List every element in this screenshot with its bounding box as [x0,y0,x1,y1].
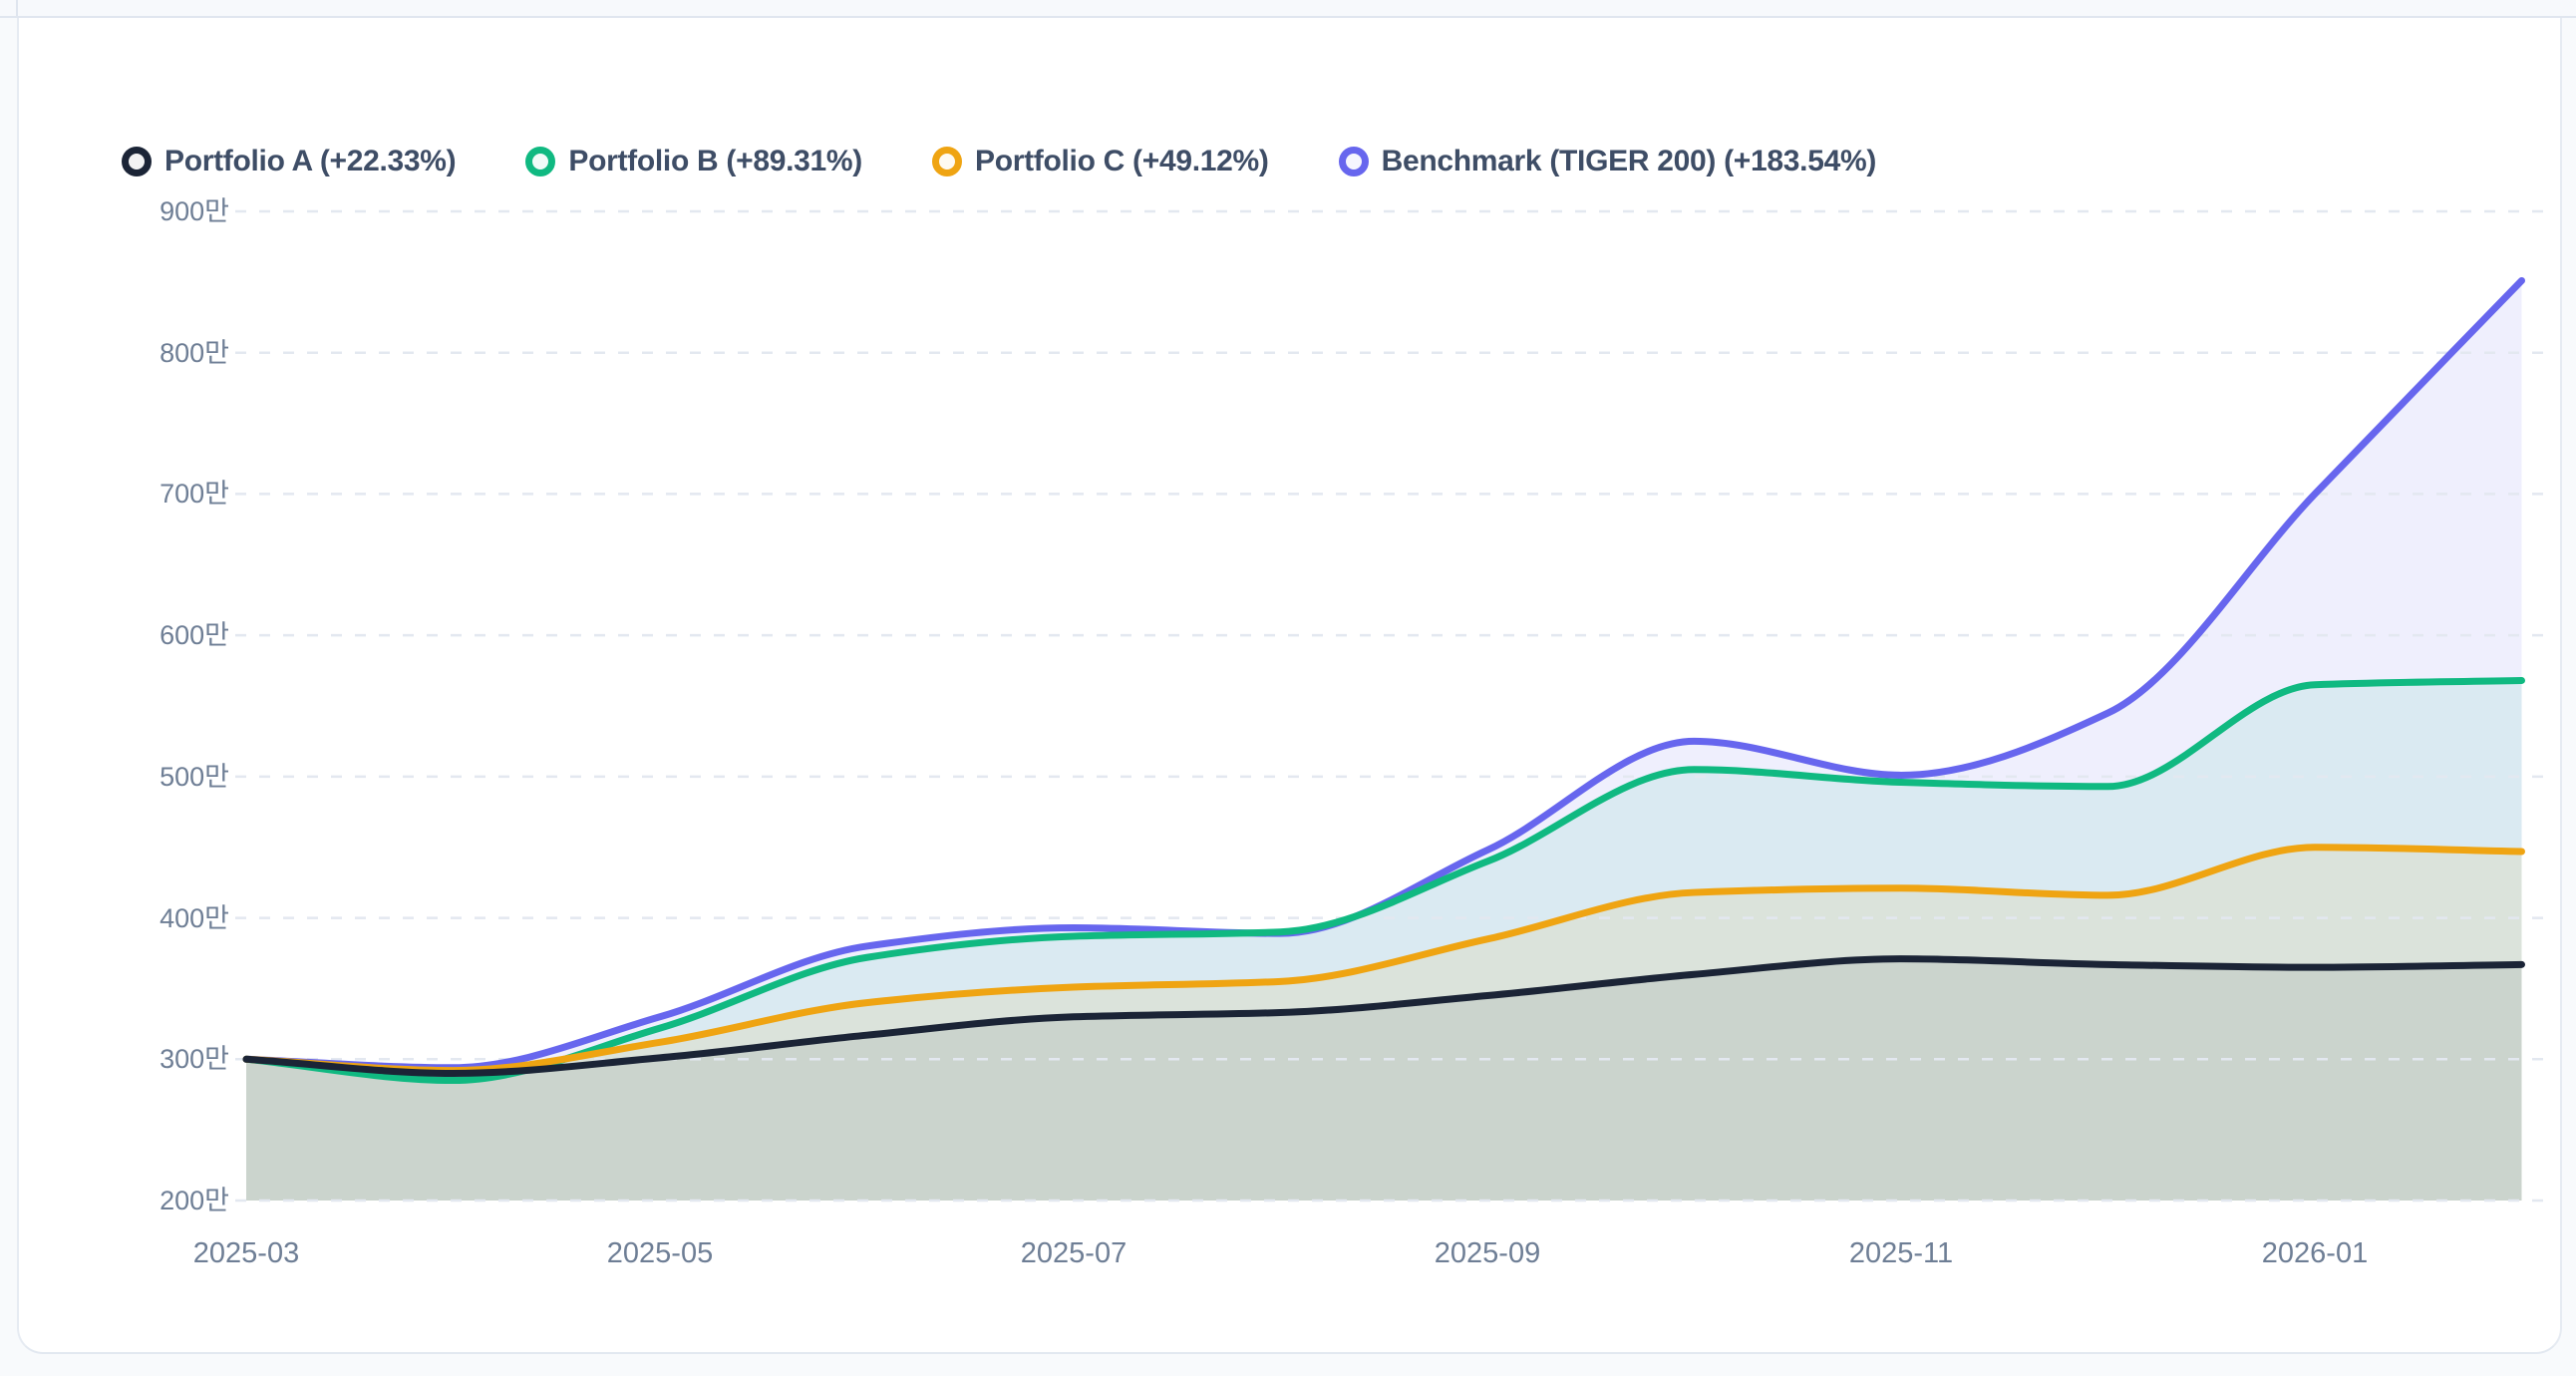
portfolio-a-marker-icon [122,147,152,176]
y-axis-tick-200: 200만 [160,1186,229,1215]
legend-label-benchmark: Benchmark (TIGER 200) (+183.54%) [1381,145,1877,177]
portfolio-b-marker-icon [525,147,556,176]
portfolio-c-marker-icon [931,147,962,176]
series-line-benchmark [242,276,2525,1072]
series-line-portfolio-c [242,844,2525,1075]
y-axis-tick-700: 700만 [160,479,229,510]
top-divider [0,0,2576,18]
series-line-portfolio-a [242,955,2525,1077]
chart-card [17,18,2562,1354]
chart-legend: Portfolio A (+22.33%) Portfolio B (+89.3… [122,140,1876,183]
series-area-portfolio-c [246,847,2522,1201]
x-axis-tick-2025-05: 2025-05 [606,1237,714,1269]
legend-label-portfolio-c: Portfolio C (+49.12%) [974,145,1269,177]
legend-item-portfolio-c[interactable]: Portfolio C (+49.12%) [931,145,1269,178]
series-area-portfolio-b [246,680,2522,1201]
y-axis-tick-900: 900만 [160,196,229,226]
x-axis-tick-2025-07: 2025-07 [1020,1237,1127,1269]
benchmark-marker-icon [1338,147,1369,176]
series-area-portfolio-a [246,958,2522,1201]
legend-label-portfolio-b: Portfolio B (+89.31%) [568,145,862,177]
x-axis-tick-2025-09: 2025-09 [1434,1237,1541,1269]
legend-label-portfolio-a: Portfolio A (+22.33%) [164,145,457,177]
y-axis-tick-800: 800만 [160,337,229,368]
y-axis-tick-300: 300만 [160,1044,229,1075]
x-axis-tick-2025-03: 2025-03 [192,1237,300,1269]
x-axis-tick-2025-11: 2025-11 [1848,1237,1954,1269]
legend-item-benchmark[interactable]: Benchmark (TIGER 200) (+183.54%) [1338,145,1877,178]
series-line-portfolio-b [242,676,2525,1085]
x-axis-tick-2026-01: 2026-01 [2261,1237,2369,1269]
y-axis-tick-600: 600만 [160,620,229,651]
legend-item-portfolio-b[interactable]: Portfolio B (+89.31%) [525,145,862,178]
legend-item-portfolio-a[interactable]: Portfolio A (+22.33%) [122,145,457,178]
y-axis-tick-500: 500만 [160,761,229,792]
top-left-border-stub [16,0,18,16]
y-axis-tick-400: 400만 [160,902,229,933]
